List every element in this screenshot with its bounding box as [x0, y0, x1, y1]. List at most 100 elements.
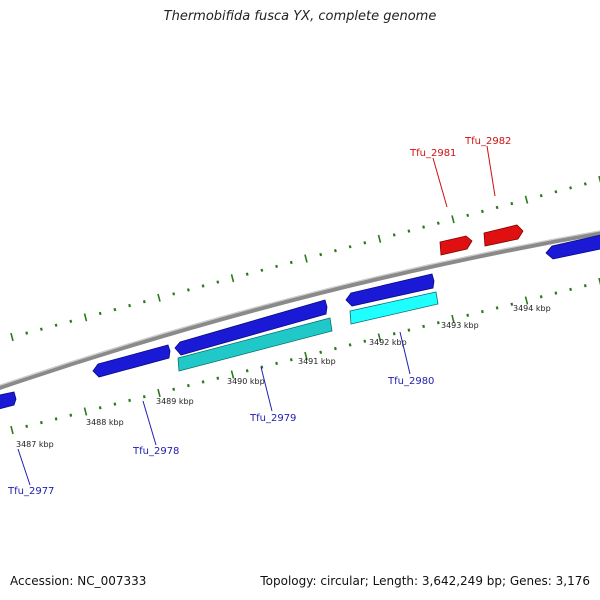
- backbone-line: [0, 230, 600, 390]
- lower-ruler-minor-tick: [69, 413, 73, 417]
- lower-ruler-minor-tick: [583, 284, 587, 288]
- upper-ruler-minor-tick: [172, 292, 176, 296]
- upper-ruler-minor-tick: [466, 213, 470, 218]
- gene-label-tfu-2981[interactable]: Tfu_2981: [409, 148, 456, 159]
- lower-ruler-major-tick: [157, 388, 161, 398]
- upper-ruler-minor-tick: [348, 245, 352, 249]
- lower-ruler-major-tick: [451, 314, 455, 324]
- kbp-tick-labels: 3487 kbp 3488 kbp 3489 kbp 3490 kbp 3491…: [16, 304, 551, 449]
- lower-ruler-major-tick: [524, 296, 529, 305]
- upper-ruler-minor-tick: [480, 209, 484, 214]
- upper-ruler-minor-tick: [436, 221, 440, 225]
- tick-label-3488: 3488 kbp: [86, 418, 124, 427]
- gene-tfu-2978[interactable]: [92, 344, 171, 378]
- upper-ruler-minor-tick: [539, 193, 543, 198]
- genome-backbone: [0, 230, 600, 390]
- lower-ruler-minor-tick: [348, 343, 352, 347]
- upper-ruler-major-tick: [524, 195, 529, 204]
- lower-ruler-minor-tick: [98, 406, 102, 410]
- lower-ruler-minor-tick: [201, 380, 205, 384]
- leader-tfu-2979: [260, 366, 273, 412]
- leader-tfu-2982: [486, 145, 496, 197]
- upper-ruler-major-tick: [304, 254, 308, 263]
- leader-tfu-2978: [142, 400, 157, 446]
- lower-ruler-minor-tick: [392, 332, 396, 336]
- upper-tick-ruler: [10, 175, 600, 342]
- lower-ruler-major-tick: [377, 333, 382, 342]
- gene-label-tfu-2982[interactable]: Tfu_2982: [464, 136, 511, 147]
- lower-ruler-minor-tick: [245, 369, 249, 373]
- gene-label-tfu-2979[interactable]: Tfu_2979: [249, 413, 296, 424]
- upper-ruler-major-tick: [157, 293, 161, 302]
- upper-ruler-minor-tick: [554, 190, 558, 194]
- gene-tfu-2980-cds[interactable]: [349, 291, 439, 325]
- upper-ruler-minor-tick: [142, 299, 146, 304]
- tick-label-3491: 3491 kbp: [298, 357, 336, 366]
- lower-ruler-minor-tick: [319, 350, 323, 354]
- genome-summary-text: Topology: circular; Length: 3,642,249 bp…: [260, 574, 590, 588]
- upper-ruler-minor-tick: [319, 252, 323, 257]
- gene-tfu-2977[interactable]: [0, 391, 17, 410]
- tick-label-3494: 3494 kbp: [513, 304, 551, 313]
- upper-ruler-minor-tick: [186, 288, 190, 292]
- lower-ruler-minor-tick: [569, 287, 572, 292]
- gene-partial-right[interactable]: [545, 234, 600, 260]
- upper-ruler-minor-tick: [495, 205, 499, 210]
- tick-label-3492: 3492 kbp: [369, 338, 407, 347]
- upper-ruler-minor-tick: [69, 319, 73, 324]
- lower-ruler-minor-tick: [260, 365, 264, 369]
- upper-ruler-minor-tick: [275, 264, 279, 269]
- upper-ruler-minor-tick: [54, 323, 58, 327]
- lower-ruler-minor-tick: [436, 321, 440, 325]
- map-title: Thermobifida fusca YX, complete genome: [163, 9, 437, 24]
- upper-ruler-major-tick: [377, 234, 382, 243]
- gene-labels: Tfu_2977 Tfu_2978 Tfu_2979 Tfu_2980 Tfu_…: [7, 136, 511, 497]
- upper-ruler-minor-tick: [39, 327, 43, 331]
- lower-ruler-minor-tick: [172, 387, 176, 391]
- gene-tfu-2981[interactable]: [439, 235, 473, 256]
- gene-tfu-2982[interactable]: [483, 224, 524, 247]
- lower-ruler-minor-tick: [481, 309, 484, 314]
- lower-ruler-minor-tick: [142, 395, 146, 399]
- gene-tfu-2980[interactable]: [345, 273, 435, 307]
- upper-ruler-minor-tick: [407, 229, 411, 233]
- backbone-highlight: [0, 230, 600, 386]
- lower-ruler-minor-tick: [554, 291, 558, 295]
- tick-label-3487: 3487 kbp: [16, 440, 54, 449]
- gene-tfu-2979-cds[interactable]: [177, 317, 333, 372]
- lower-ruler-minor-tick: [275, 361, 278, 366]
- upper-ruler-minor-tick: [25, 331, 29, 335]
- gene-label-tfu-2977[interactable]: Tfu_2977: [7, 486, 54, 497]
- lower-ruler-major-tick: [10, 425, 14, 435]
- upper-ruler-minor-tick: [422, 225, 426, 229]
- gene-label-tfu-2980[interactable]: Tfu_2980: [387, 376, 434, 387]
- lower-ruler-minor-tick: [539, 295, 543, 299]
- upper-ruler-major-tick: [83, 313, 88, 322]
- leader-tfu-2977: [17, 448, 31, 486]
- gene-label-tfu-2978[interactable]: Tfu_2978: [132, 446, 179, 457]
- upper-ruler-minor-tick: [98, 311, 102, 316]
- upper-ruler-major-tick: [230, 274, 235, 283]
- gene-features: [0, 224, 600, 410]
- lower-ruler-minor-tick: [363, 339, 367, 343]
- lower-ruler-minor-tick: [128, 398, 131, 403]
- lower-ruler-minor-tick: [510, 302, 514, 306]
- lower-ruler-major-tick: [304, 351, 308, 361]
- upper-ruler-minor-tick: [333, 248, 337, 253]
- upper-ruler-minor-tick: [363, 241, 367, 245]
- upper-ruler-minor-tick: [569, 186, 573, 190]
- gene-tfu-2979[interactable]: [174, 299, 328, 356]
- lower-ruler-minor-tick: [40, 420, 43, 425]
- upper-ruler-major-tick: [10, 332, 14, 342]
- lower-ruler-minor-tick: [187, 383, 190, 388]
- upper-ruler-minor-tick: [245, 272, 249, 276]
- upper-ruler-minor-tick: [128, 303, 132, 308]
- lower-ruler-major-tick: [230, 370, 235, 379]
- lower-ruler-minor-tick: [216, 376, 220, 380]
- upper-ruler-minor-tick: [216, 280, 220, 284]
- lower-ruler-minor-tick: [334, 346, 337, 351]
- lower-ruler-major-tick: [598, 277, 600, 286]
- lower-ruler-minor-tick: [422, 324, 425, 329]
- upper-ruler-minor-tick: [260, 268, 264, 272]
